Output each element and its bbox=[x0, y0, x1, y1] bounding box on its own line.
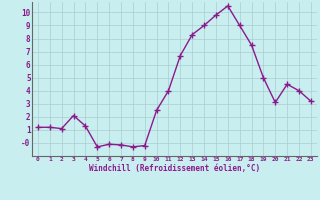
X-axis label: Windchill (Refroidissement éolien,°C): Windchill (Refroidissement éolien,°C) bbox=[89, 164, 260, 173]
